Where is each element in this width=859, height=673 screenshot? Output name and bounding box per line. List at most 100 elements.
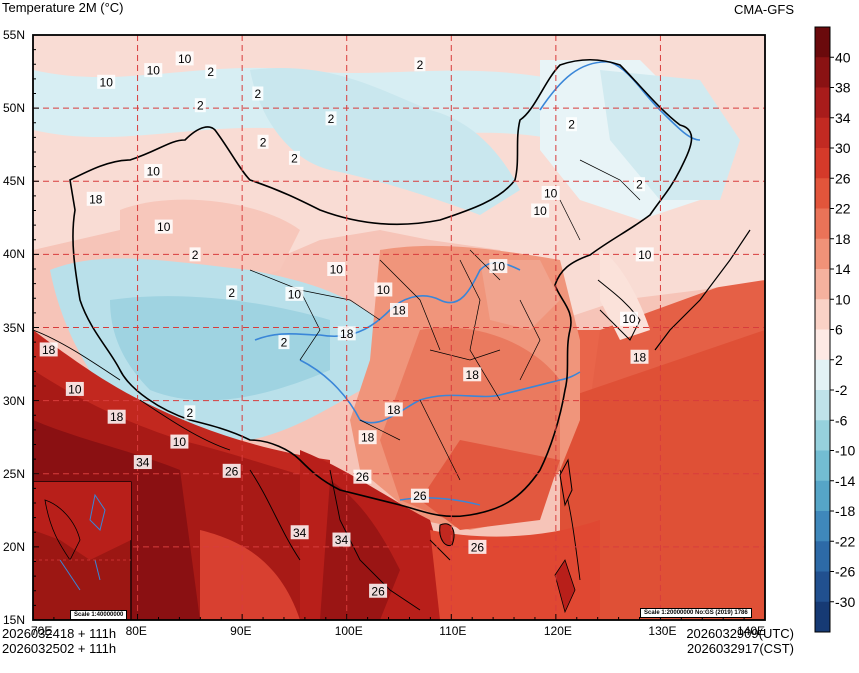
lon-label: 90E xyxy=(230,624,252,638)
bay-of-bengal xyxy=(200,530,300,620)
colorbar-swatch xyxy=(815,601,830,633)
contour-label: 26 xyxy=(353,469,372,484)
svg-text:18: 18 xyxy=(361,431,375,445)
svg-text:10: 10 xyxy=(100,75,114,89)
chart-title: Temperature 2M (°C) xyxy=(2,0,124,15)
svg-text:26: 26 xyxy=(371,584,385,598)
contour-label: 10 xyxy=(620,311,639,326)
contour-label: 10 xyxy=(144,63,163,78)
svg-text:2: 2 xyxy=(291,151,298,165)
svg-text:10: 10 xyxy=(68,382,82,396)
colorbar-swatches xyxy=(815,27,830,633)
svg-text:26: 26 xyxy=(413,489,427,503)
contour-label: 10 xyxy=(144,164,163,179)
lat-label: 35N xyxy=(3,320,26,335)
contour-label: 34 xyxy=(290,525,309,540)
colorbar-swatch xyxy=(815,208,830,240)
contour-label: 18 xyxy=(107,409,126,424)
contour-label: 34 xyxy=(332,532,351,547)
svg-text:10: 10 xyxy=(147,165,161,179)
svg-text:26: 26 xyxy=(356,470,370,484)
colorbar-swatch xyxy=(815,511,830,542)
colorbar-label: -26 xyxy=(835,564,855,580)
taiwan-island xyxy=(559,458,573,507)
contour-label: 10 xyxy=(65,381,84,396)
svg-text:2: 2 xyxy=(207,65,214,79)
svg-text:10: 10 xyxy=(638,248,652,262)
contour-label: 18 xyxy=(337,326,356,341)
colorbar-label: 40 xyxy=(835,49,851,65)
contour-label: 2 xyxy=(184,405,196,420)
cold-core-northeast xyxy=(600,70,740,200)
colorbar-swatch xyxy=(815,541,830,572)
svg-text:10: 10 xyxy=(330,263,344,277)
colorbar-label: -22 xyxy=(835,533,855,549)
lon-label: 140E xyxy=(737,624,766,638)
colorbar-labels: 40 38 34 30 26 22 18 14 10 6 2 -2 -6 -10 -14 -18 -22 -26 -… xyxy=(830,49,855,610)
contour-label: 2 xyxy=(288,150,300,165)
colorbar-swatch xyxy=(815,57,830,88)
colorbar-label: 38 xyxy=(835,80,851,96)
svg-text:10: 10 xyxy=(178,52,192,66)
tibetan-plateau-colder xyxy=(110,296,330,401)
colorbar-swatch xyxy=(815,480,830,512)
contour-label: 18 xyxy=(39,342,58,357)
svg-text:2: 2 xyxy=(417,58,424,72)
lat-label: 30N xyxy=(3,393,26,408)
contour-label: 2 xyxy=(205,64,217,79)
contour-labels: 10 10 10 2 2 2 2 2 2 2 2 2 10 18 10 10 10 10 10 10 10 10 10 2 2 1… xyxy=(39,51,654,598)
contour-label: 10 xyxy=(489,259,508,274)
lon-label: 130E xyxy=(648,624,677,638)
svg-text:2: 2 xyxy=(281,336,288,350)
hainan-island xyxy=(439,523,455,547)
main-scale-label: Scale 1:20000000 No:GS (2019) 1786 xyxy=(640,608,752,618)
colorbar-label: 26 xyxy=(835,170,851,186)
svg-text:2: 2 xyxy=(568,118,575,132)
lat-label: 55N xyxy=(3,28,26,42)
svg-text:10: 10 xyxy=(173,435,187,449)
contour-label: 18 xyxy=(86,191,105,206)
colorbar-label: -14 xyxy=(835,473,855,489)
contour-label: 10 xyxy=(285,286,304,301)
korea-coast xyxy=(597,279,641,341)
colorbar-label: -30 xyxy=(835,594,855,610)
colorbar-swatch xyxy=(815,178,830,209)
lon-label: 80E xyxy=(125,624,147,638)
svg-text:2: 2 xyxy=(197,99,204,113)
contour-label: 18 xyxy=(630,349,649,364)
svg-text:10: 10 xyxy=(377,283,391,297)
svg-text:18: 18 xyxy=(110,410,124,424)
svg-text:18: 18 xyxy=(42,343,56,357)
lat-label: 40N xyxy=(3,247,26,262)
contour-label: 18 xyxy=(390,302,408,317)
contour-label: 2 xyxy=(226,285,238,300)
lon-label: 120E xyxy=(543,624,572,638)
foreign-borders xyxy=(33,329,581,611)
svg-text:10: 10 xyxy=(492,260,506,274)
svg-text:10: 10 xyxy=(157,220,171,234)
contour-label: 18 xyxy=(358,430,377,445)
svg-text:2: 2 xyxy=(328,112,335,126)
contour-label: 10 xyxy=(531,203,550,218)
colorbar-label: -2 xyxy=(835,382,848,398)
pearl-river xyxy=(399,497,481,506)
colorbar-label: 6 xyxy=(835,322,843,338)
china-border xyxy=(69,58,693,518)
svg-text:10: 10 xyxy=(544,186,558,200)
svg-text:2: 2 xyxy=(228,286,235,300)
contour-label: 2 xyxy=(634,177,646,192)
colorbar-swatch xyxy=(815,420,830,451)
svg-text:34: 34 xyxy=(293,526,307,540)
province-borders xyxy=(249,159,641,481)
colorbar-label: -18 xyxy=(835,503,855,519)
contour-label: 2 xyxy=(566,117,578,132)
lat-label: 50N xyxy=(3,101,26,116)
lat-label: 20N xyxy=(3,539,26,554)
south-china-sea-inset xyxy=(33,481,132,620)
colorbar-label: 34 xyxy=(835,110,851,126)
contour-label: 10 xyxy=(175,51,194,66)
svg-text:10: 10 xyxy=(147,64,161,78)
svg-text:2: 2 xyxy=(192,248,199,262)
